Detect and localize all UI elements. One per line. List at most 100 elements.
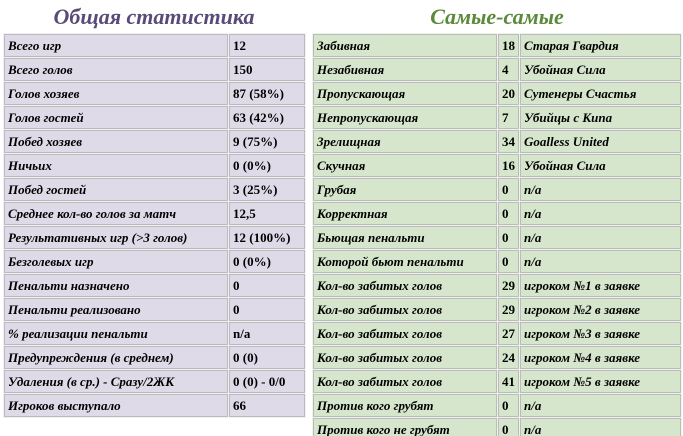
row: Предупреждения (в среднем) 0 (0) [4,346,305,369]
label-cell: Зрелищная [313,130,497,153]
row: Пенальти назначено 0 [4,274,305,297]
row: % реализации пенальти n/a [4,322,305,345]
value-cell: 66 [229,394,305,417]
label-cell: Бьющая пенальти [313,226,497,249]
row: Против кого грубят 0 n/a [313,394,681,417]
row: Голов хозяев 87 (58%) [4,82,305,105]
row: Грубая 0 n/a [313,178,681,201]
value-cell: n/a [520,418,681,436]
value-cell: игроком №3 в заявке [520,322,681,345]
left-title: Общая статистика [53,4,255,29]
label-cell: Кол-во забитых голов [313,298,497,321]
value-cell: игроком №1 в заявке [520,274,681,297]
row: Забивная 18 Старая Гвардия [313,34,681,57]
label-cell: Пенальти назначено [4,274,228,297]
row: Ничьих 0 (0%) [4,154,305,177]
row: Против кого не грубят 0 n/a [313,418,681,436]
value-cell: n/a [520,394,681,417]
value-cell: 0 [498,202,519,225]
label-cell: Безголевых игр [4,250,228,273]
row: Кол-во забитых голов 27 игроком №3 в заявк… [313,322,681,345]
value-cell: игроком №5 в заявке [520,370,681,393]
label-cell: Всего игр [4,34,228,57]
value-cell: Старая Гвардия [520,34,681,57]
row: Побед хозяев 9 (75%) [4,130,305,153]
value-cell: 12,5 [229,202,305,225]
value-cell: 12 [229,34,305,57]
value-cell: 0 [498,418,519,436]
label-cell: Кол-во забитых голов [313,346,497,369]
label-cell: Незабивная [313,58,497,81]
label-cell: Против кого не грубят [313,418,497,436]
label-cell: Результативных игр (>3 голов) [4,226,228,249]
row: Всего голов 150 [4,58,305,81]
value-cell: 41 [498,370,519,393]
records-table: Забивная 18 Старая Гвардия Незабивная 4 Убойн… [312,33,682,436]
value-cell: 9 (75%) [229,130,305,153]
right-title: Самые-самые [430,4,564,29]
row: Которой бьют пенальти 0 n/a [313,250,681,273]
row: Кол-во забитых голов 29 игроком №2 в заявк… [313,298,681,321]
label-cell: Кол-во забитых голов [313,274,497,297]
value-cell: 0 (0%) [229,250,305,273]
label-cell: Предупреждения (в среднем) [4,346,228,369]
value-cell: n/a [520,226,681,249]
value-cell: 87 (58%) [229,82,305,105]
row: Пенальти реализовано 0 [4,298,305,321]
value-cell: 150 [229,58,305,81]
value-cell: 16 [498,154,519,177]
value-cell: 0 (0) - 0/0 [229,370,305,393]
row: Удаления (в ср.) - Сразу/2ЖК 0 (0) - 0/0 [4,370,305,393]
value-cell: n/a [229,322,305,345]
value-cell: Убийцы с Кипа [520,106,681,129]
value-cell: 0 [498,226,519,249]
row: Игроков выступало 66 [4,394,305,417]
label-cell: Удаления (в ср.) - Сразу/2ЖК [4,370,228,393]
value-cell: 0 (0%) [229,154,305,177]
value-cell: n/a [520,250,681,273]
value-cell: 18 [498,34,519,57]
label-cell: Среднее кол-во голов за матч [4,202,228,225]
label-cell: % реализации пенальти [4,322,228,345]
row: Всего игр 12 [4,34,305,57]
label-cell: Ничьих [4,154,228,177]
row: Побед гостей 3 (25%) [4,178,305,201]
value-cell: 63 (42%) [229,106,305,129]
value-cell: 34 [498,130,519,153]
value-cell: 12 (100%) [229,226,305,249]
row: Результативных игр (>3 голов) 12 (100%) [4,226,305,249]
value-cell: Убойная Сила [520,154,681,177]
value-cell: игроком №4 в заявке [520,346,681,369]
row: Незабивная 4 Убойная Сила [313,58,681,81]
label-cell: Против кого грубят [313,394,497,417]
value-cell: 24 [498,346,519,369]
label-cell: Всего голов [4,58,228,81]
value-cell: 20 [498,82,519,105]
row: Скучная 16 Убойная Сила [313,154,681,177]
value-cell: 7 [498,106,519,129]
label-cell: Побед хозяев [4,130,228,153]
row: Зрелищная 34 Goalless United [313,130,681,153]
label-cell: Голов хозяев [4,82,228,105]
row: Бьющая пенальти 0 n/a [313,226,681,249]
value-cell: 27 [498,322,519,345]
row: Кол-во забитых голов 41 игроком №5 в заявк… [313,370,681,393]
label-cell: Пенальти реализовано [4,298,228,321]
value-cell: 29 [498,274,519,297]
label-cell: Кол-во забитых голов [313,322,497,345]
value-cell: 0 [498,394,519,417]
label-cell: Которой бьют пенальти [313,250,497,273]
value-cell: 3 (25%) [229,178,305,201]
value-cell: 29 [498,298,519,321]
value-cell: 0 [229,298,305,321]
row: Кол-во забитых голов 24 игроком №4 в заявк… [313,346,681,369]
row: Непропускающая 7 Убийцы с Кипа [313,106,681,129]
label-cell: Голов гостей [4,106,228,129]
label-cell: Корректная [313,202,497,225]
row: Пропускающая 20 Сутенеры Счастья [313,82,681,105]
label-cell: Непропускающая [313,106,497,129]
value-cell: Убойная Сила [520,58,681,81]
label-cell: Забивная [313,34,497,57]
value-cell: игроком №2 в заявке [520,298,681,321]
